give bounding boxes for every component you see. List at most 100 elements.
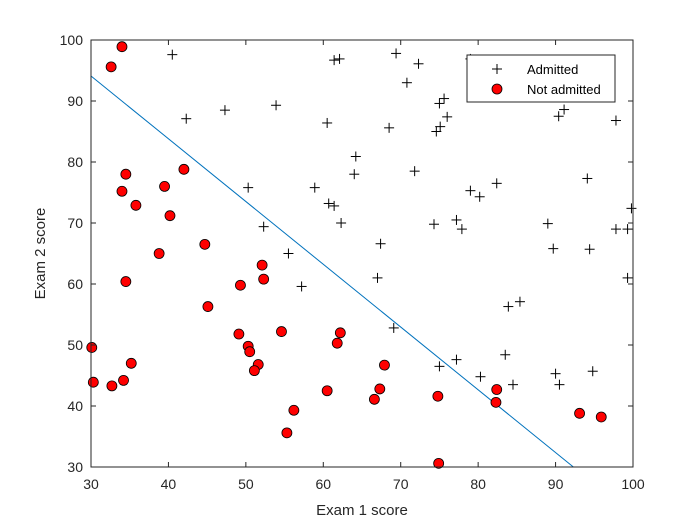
legend-marker-admitted bbox=[492, 64, 502, 74]
data-point-not-admitted bbox=[87, 376, 99, 388]
data-point-not-admitted bbox=[574, 407, 585, 419]
data-point-not-admitted bbox=[116, 185, 128, 197]
data-point-admitted bbox=[431, 126, 442, 137]
x-tick-label: 90 bbox=[548, 476, 564, 492]
legend-label-admitted: Admitted bbox=[527, 62, 578, 77]
data-point-admitted bbox=[372, 272, 383, 283]
data-point-admitted bbox=[491, 178, 502, 189]
legend-plus-marker bbox=[492, 64, 502, 74]
data-point-not-admitted bbox=[368, 393, 380, 405]
data-point-not-admitted bbox=[106, 380, 118, 392]
data-points-layer bbox=[86, 41, 637, 469]
data-point-admitted bbox=[500, 349, 511, 360]
data-point-admitted bbox=[181, 113, 192, 124]
data-point-admitted bbox=[542, 218, 553, 229]
x-tick-label: 80 bbox=[470, 476, 486, 492]
data-point-not-admitted bbox=[595, 411, 607, 423]
data-point-admitted bbox=[456, 224, 467, 235]
data-point-admitted bbox=[434, 361, 445, 372]
x-axis-label: Exam 1 score bbox=[316, 502, 408, 519]
data-point-admitted bbox=[582, 173, 593, 184]
data-point-not-admitted bbox=[105, 61, 117, 73]
legend: Admitted Not admitted bbox=[466, 54, 616, 103]
data-point-admitted bbox=[429, 219, 440, 230]
y-tick-label: 80 bbox=[67, 154, 83, 170]
data-point-admitted bbox=[391, 48, 402, 59]
y-axis-ticks: 30 40 50 60 70 80 90 100 bbox=[60, 32, 633, 475]
data-point-admitted bbox=[514, 296, 525, 307]
data-point-admitted bbox=[584, 244, 595, 255]
data-point-admitted bbox=[388, 322, 399, 333]
data-point-admitted bbox=[323, 198, 334, 209]
data-point-not-admitted bbox=[130, 199, 142, 211]
data-point-not-admitted bbox=[281, 427, 293, 439]
axes-frame bbox=[90, 39, 634, 468]
data-point-admitted bbox=[507, 379, 518, 390]
data-point-not-admitted bbox=[244, 346, 256, 358]
data-point-not-admitted bbox=[86, 342, 98, 353]
x-tick-label: 50 bbox=[238, 476, 254, 492]
data-point-not-admitted bbox=[248, 365, 260, 377]
data-point-not-admitted bbox=[202, 301, 214, 312]
data-point-not-admitted bbox=[164, 210, 176, 222]
data-point-admitted bbox=[258, 221, 269, 232]
data-point-admitted bbox=[451, 214, 462, 225]
y-tick-label: 100 bbox=[60, 32, 84, 48]
x-tick-label: 60 bbox=[315, 476, 331, 492]
data-point-not-admitted bbox=[331, 337, 343, 349]
y-tick-label: 60 bbox=[67, 276, 83, 292]
data-point-not-admitted bbox=[125, 357, 137, 369]
y-tick-label: 30 bbox=[67, 459, 83, 475]
data-point-not-admitted bbox=[491, 384, 503, 395]
x-tick-label: 40 bbox=[161, 476, 177, 492]
data-point-not-admitted bbox=[233, 328, 245, 340]
data-point-not-admitted bbox=[433, 457, 445, 469]
data-point-admitted bbox=[401, 77, 412, 88]
data-point-admitted bbox=[283, 248, 294, 259]
data-point-admitted bbox=[336, 218, 347, 228]
data-point-admitted bbox=[548, 243, 559, 254]
data-point-not-admitted bbox=[178, 163, 190, 175]
data-point-admitted bbox=[219, 105, 230, 116]
data-point-not-admitted bbox=[120, 168, 132, 180]
legend-box bbox=[466, 54, 616, 103]
data-point-not-admitted bbox=[159, 180, 170, 192]
data-point-admitted bbox=[626, 203, 637, 214]
data-point-admitted bbox=[610, 115, 621, 126]
data-point-not-admitted bbox=[334, 327, 346, 339]
data-point-not-admitted bbox=[321, 385, 333, 397]
data-point-admitted bbox=[610, 224, 621, 235]
data-point-admitted bbox=[271, 100, 282, 111]
data-point-admitted bbox=[322, 117, 333, 128]
legend-circle-marker bbox=[491, 83, 503, 95]
data-point-admitted bbox=[413, 58, 424, 69]
data-point-admitted bbox=[559, 104, 570, 115]
legend-marker-not-admitted bbox=[491, 83, 503, 95]
data-point-admitted bbox=[296, 281, 307, 292]
data-point-admitted bbox=[465, 185, 476, 196]
data-point-admitted bbox=[587, 366, 598, 377]
data-point-admitted bbox=[503, 301, 514, 312]
data-point-admitted bbox=[349, 169, 360, 180]
legend-label-not-admitted: Not admitted bbox=[527, 82, 601, 97]
data-point-admitted bbox=[243, 182, 254, 193]
data-point-admitted bbox=[439, 93, 450, 104]
data-point-admitted bbox=[350, 151, 361, 162]
data-point-admitted bbox=[451, 354, 462, 365]
data-point-not-admitted bbox=[276, 326, 287, 337]
data-point-not-admitted bbox=[120, 276, 132, 287]
data-point-not-admitted bbox=[153, 248, 165, 259]
y-tick-label: 50 bbox=[67, 337, 83, 353]
data-point-not-admitted bbox=[199, 238, 211, 250]
data-point-not-admitted bbox=[490, 396, 502, 408]
data-point-not-admitted bbox=[235, 279, 246, 291]
data-point-not-admitted bbox=[118, 374, 129, 386]
data-point-not-admitted bbox=[256, 259, 268, 271]
data-point-admitted bbox=[409, 166, 420, 177]
x-tick-label: 100 bbox=[621, 476, 645, 492]
data-point-admitted bbox=[554, 379, 565, 390]
data-point-admitted bbox=[553, 111, 564, 122]
data-point-not-admitted bbox=[288, 404, 300, 416]
data-point-admitted bbox=[434, 98, 445, 109]
